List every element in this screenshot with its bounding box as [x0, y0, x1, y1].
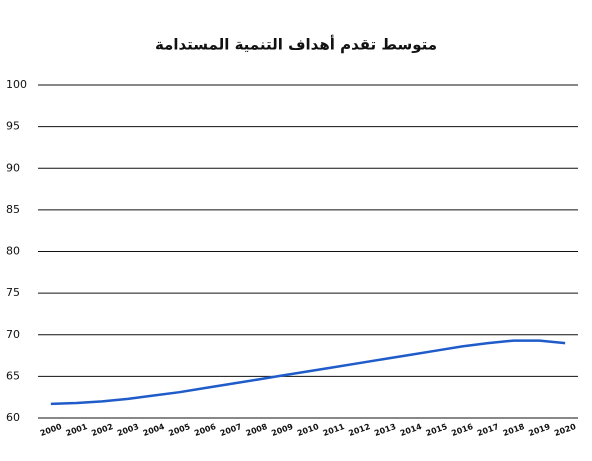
x-tick-label: 2004: [142, 422, 166, 438]
x-tick-label: 2009: [270, 422, 294, 438]
x-tick-label: 2000: [39, 422, 63, 438]
y-tick-label: 75: [6, 286, 20, 299]
x-tick-label: 2002: [90, 422, 114, 438]
chart-title: متوسط تقدم أهداف التنمية المستدامة: [155, 35, 437, 54]
y-tick-label: 60: [6, 411, 20, 424]
x-tick-label: 2006: [193, 422, 217, 438]
x-tick-label: 2008: [245, 422, 269, 438]
y-tick-label: 85: [6, 203, 20, 216]
x-tick-label: 2007: [219, 422, 243, 438]
x-tick-label: 2005: [167, 422, 191, 438]
x-tick-label: 2012: [347, 422, 371, 438]
y-tick-label: 100: [6, 78, 27, 91]
y-tick-label: 95: [6, 120, 20, 133]
x-tick-label: 2018: [502, 422, 526, 438]
x-tick-label: 2003: [116, 422, 140, 438]
x-tick-label: 2014: [399, 422, 423, 438]
x-tick-label: 2015: [425, 422, 449, 438]
x-tick-label: 2011: [322, 422, 346, 438]
x-tick-label: 2019: [527, 422, 551, 438]
y-tick-label: 70: [6, 328, 20, 341]
y-tick-label: 65: [6, 369, 20, 382]
y-tick-label: 80: [6, 245, 20, 258]
x-tick-label: 2001: [65, 422, 89, 438]
x-tick-label: 2020: [553, 422, 577, 438]
x-tick-label: 2013: [373, 422, 397, 438]
x-tick-label: 2016: [450, 422, 474, 438]
y-tick-label: 90: [6, 161, 20, 174]
x-tick-label: 2010: [296, 422, 320, 438]
x-tick-label: 2017: [476, 422, 500, 438]
data-line: [50, 339, 566, 406]
